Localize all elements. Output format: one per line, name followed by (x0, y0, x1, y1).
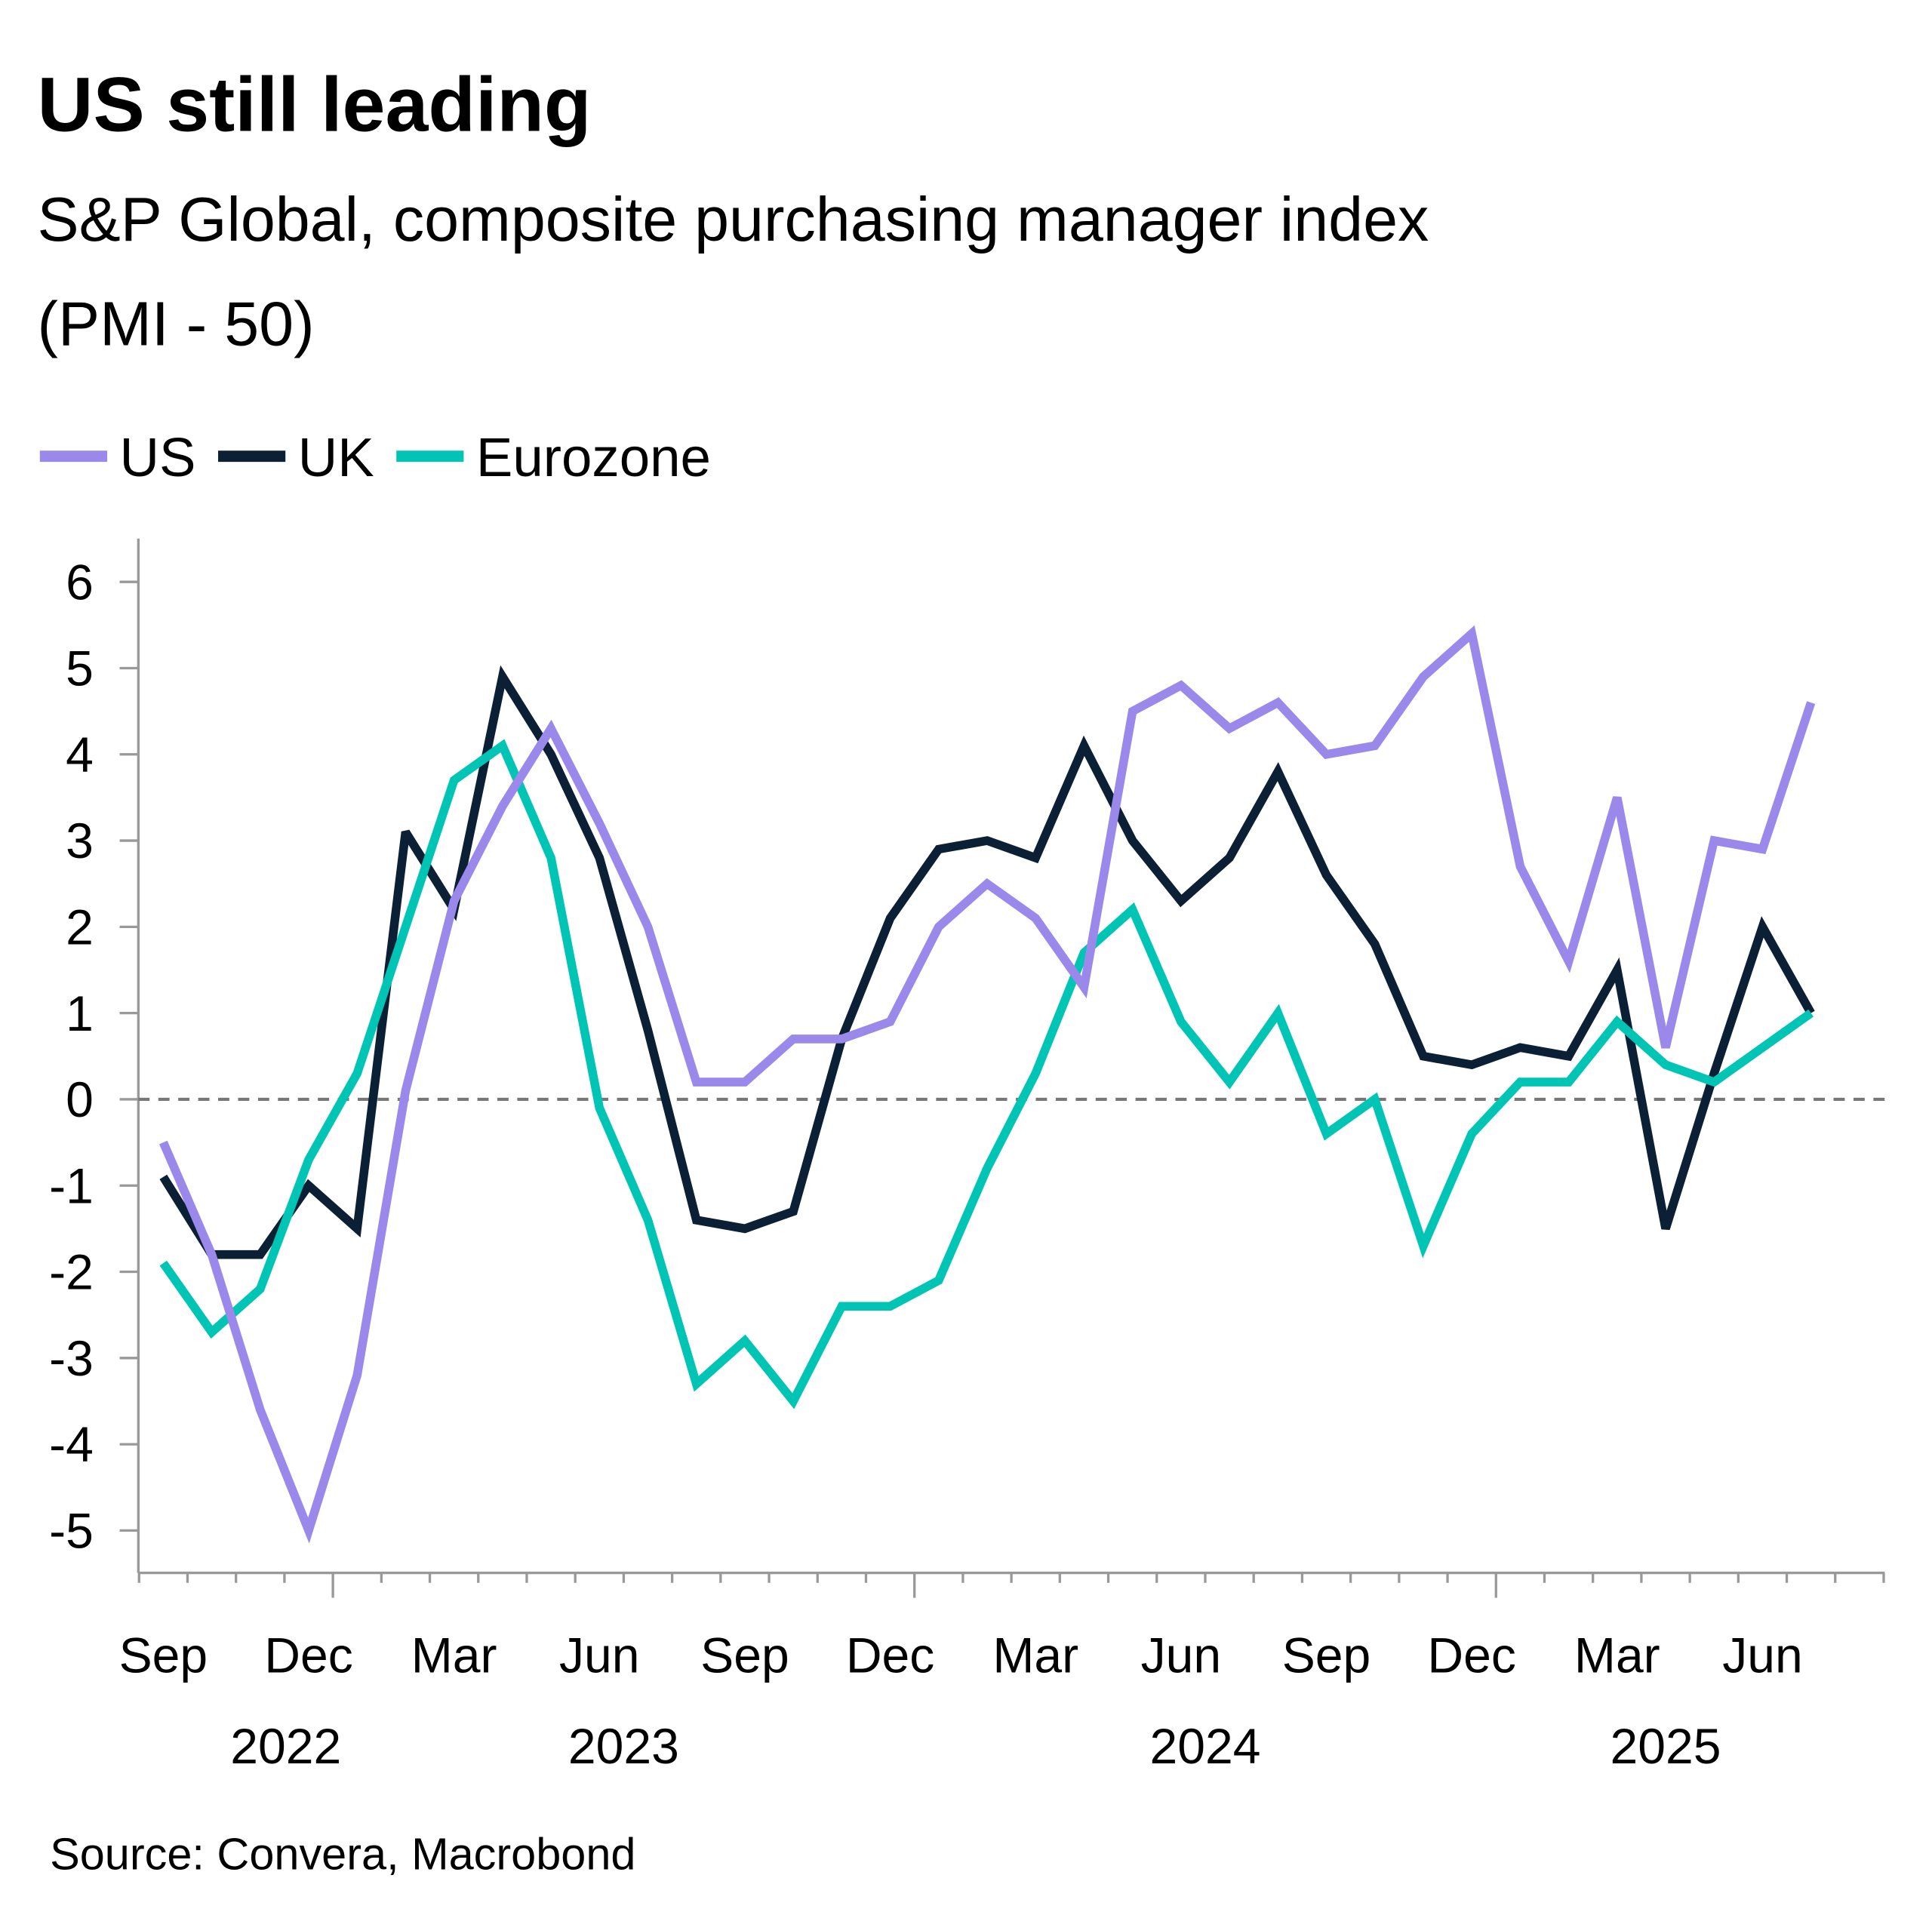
y-tick-label: 5 (66, 641, 94, 696)
x-year-label: 2022 (230, 1718, 341, 1774)
y-tick-label: -3 (49, 1330, 94, 1386)
y-tick-label: -4 (49, 1416, 94, 1472)
x-month-label: Mar (411, 1628, 497, 1683)
y-tick-label: -5 (49, 1503, 94, 1559)
x-month-label: Jun (559, 1628, 640, 1683)
x-month-label: Dec (846, 1628, 934, 1683)
chart-subtitle-line1: S&P Global, composite purchasing manager… (38, 185, 1429, 254)
y-tick-label: 0 (66, 1071, 94, 1127)
legend-label-eurozone: Eurozone (476, 427, 711, 488)
x-month-label: Mar (992, 1628, 1078, 1683)
x-month-label: Sep (1282, 1628, 1371, 1683)
x-month-label: Mar (1574, 1628, 1660, 1683)
x-year-label: 2023 (568, 1718, 679, 1774)
legend-label-uk: UK (298, 427, 374, 488)
legend: US UK Eurozone (39, 427, 711, 488)
y-tick-label: -2 (49, 1244, 94, 1300)
axes: 6 5 4 3 2 1 0 -1 -2 -3 -4 -5 Sep Dec Mar Jun Sep Dec Mar Ju… (49, 538, 1885, 1774)
y-tick-label: 3 (66, 813, 94, 868)
chart-title: US still leading (38, 61, 592, 148)
y-tick-label: -1 (49, 1157, 94, 1213)
chart-subtitle-line2: (PMI - 50) (38, 290, 315, 359)
y-tick-label: 4 (66, 727, 94, 782)
x-month-label: Jun (1722, 1628, 1803, 1683)
series-line-uk (159, 665, 1815, 1259)
series-lines (159, 625, 1816, 1544)
x-year-label: 2024 (1150, 1718, 1261, 1774)
x-month-label: Dec (264, 1628, 352, 1683)
y-tick-label: 6 (66, 554, 94, 610)
x-month-label: Sep (700, 1628, 789, 1683)
source-note: Source: Convera, Macrobond (50, 1829, 635, 1880)
x-month-label: Sep (119, 1628, 208, 1683)
x-month-label: Dec (1427, 1628, 1515, 1683)
y-tick-label: 1 (66, 985, 94, 1041)
series-line-eurozone (159, 739, 1814, 1409)
x-year-label: 2025 (1611, 1718, 1721, 1774)
x-month-label: Jun (1141, 1628, 1222, 1683)
series-line-us (159, 625, 1816, 1544)
legend-label-us: US (120, 427, 196, 488)
y-tick-label: 2 (66, 899, 94, 954)
